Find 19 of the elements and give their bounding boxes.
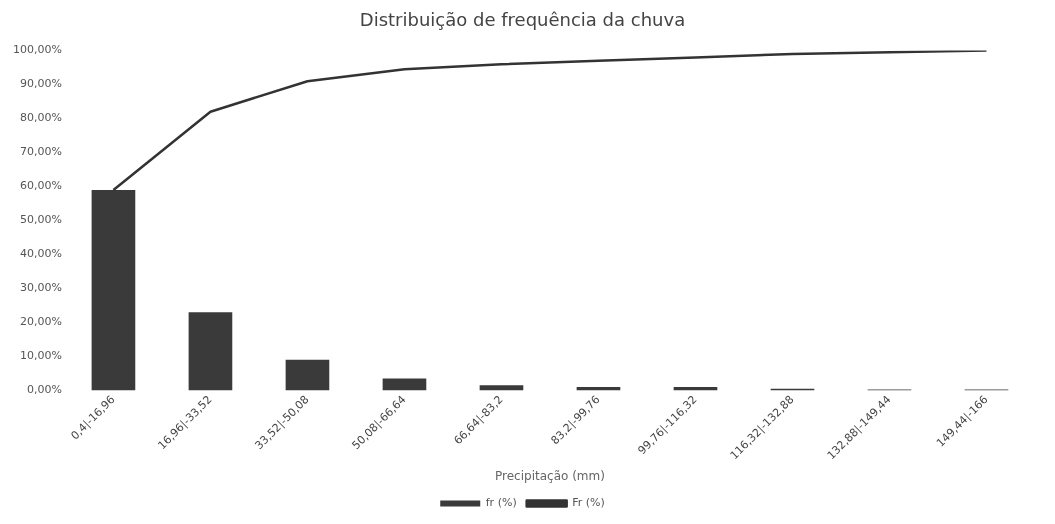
bar <box>479 385 524 391</box>
y-tick-label: 50,00% <box>19 213 62 227</box>
x-axis-title: Precipitação (mm) <box>495 468 605 483</box>
y-tick-label: 70,00% <box>19 145 62 159</box>
bar <box>382 378 427 391</box>
bar <box>285 359 330 391</box>
y-tick-label: 30,00% <box>19 281 62 295</box>
y-tick-label: 80,00% <box>19 111 62 125</box>
bar <box>188 312 233 391</box>
legend-label: fr (%) <box>485 496 517 510</box>
y-tick-label: 0,00% <box>26 383 62 397</box>
y-tick-label: 40,00% <box>19 247 62 261</box>
chart-title: Distribuição de frequência da chuva <box>359 9 686 31</box>
y-tick-label: 90,00% <box>19 77 62 91</box>
y-tick-label: 60,00% <box>19 179 62 193</box>
y-tick-label: 100,00% <box>12 43 62 57</box>
legend-label: Fr (%) <box>572 496 605 510</box>
y-tick-label: 20,00% <box>19 315 62 329</box>
y-tick-label: 10,00% <box>19 349 62 363</box>
